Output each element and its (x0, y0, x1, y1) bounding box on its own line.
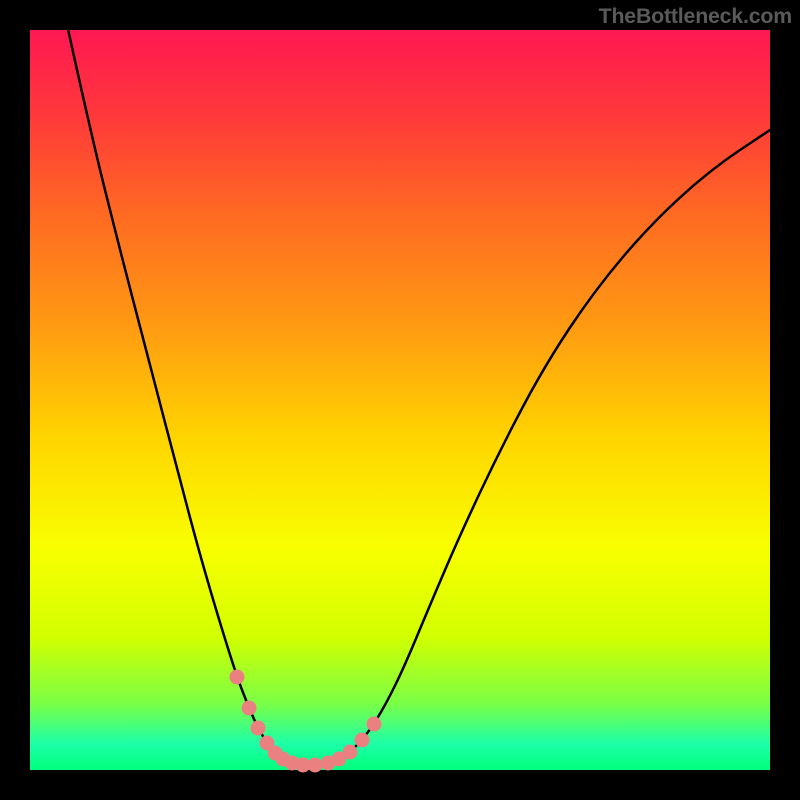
curve-layer (30, 30, 770, 770)
curve-marker (367, 717, 382, 732)
curve-marker (343, 745, 358, 760)
curve-marker (308, 758, 323, 773)
curve-markers (230, 670, 382, 773)
chart-stage: TheBottleneck.com (0, 0, 800, 800)
bottleneck-curve (64, 11, 770, 765)
curve-marker (242, 701, 257, 716)
curve-marker (230, 670, 245, 685)
watermark-text: TheBottleneck.com (599, 4, 792, 29)
curve-marker (355, 733, 370, 748)
plot-area (30, 30, 770, 770)
curve-marker (251, 721, 266, 736)
